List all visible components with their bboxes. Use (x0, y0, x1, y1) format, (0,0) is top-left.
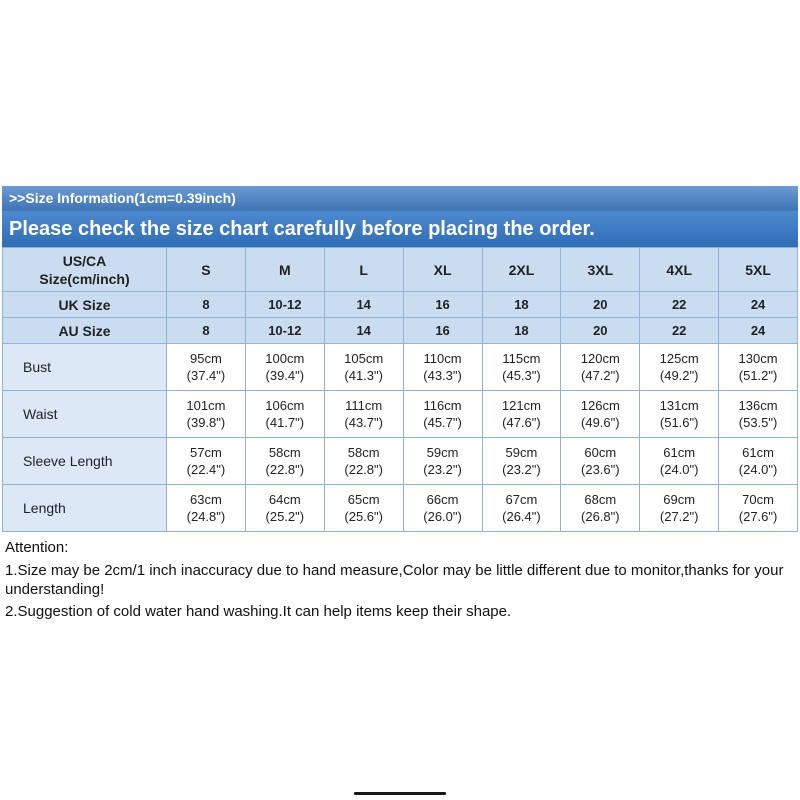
row-label: Sleeve Length (2, 437, 167, 485)
table-cell: 95cm (37.4") (166, 343, 246, 391)
table-cell: 24 (718, 291, 798, 318)
table-cell: 18 (481, 317, 562, 344)
size-info-header-bar: >>Size Information(1cm=0.39inch) (2, 186, 798, 211)
table-cell: 24 (718, 317, 798, 344)
table-cell: 65cm (25.6") (323, 484, 404, 532)
size-table-head: US/CA Size(cm/inch) S M L XL 2XL 3XL 4XL 5XL (2, 247, 798, 292)
size-column-header: 2XL (481, 247, 562, 292)
table-cell: 115cm (45.3") (481, 343, 562, 391)
table-cell: 105cm (41.3") (323, 343, 404, 391)
table-cell: 116cm (45.7") (402, 390, 483, 438)
attention-note-1: 1.Size may be 2cm/1 inch inaccuracy due … (5, 562, 784, 598)
size-table-body: UK Size 8 10-12 14 16 18 20 22 24 AU Size 8 10-12 14… (2, 291, 798, 532)
table-row: AU Size 8 10-12 14 16 18 20 22 24 (2, 317, 798, 344)
table-cell: 16 (402, 317, 483, 344)
table-cell: 59cm (23.2") (481, 437, 562, 485)
attention-note-2: 2.Suggestion of cold water hand washing.… (5, 603, 512, 620)
table-cell: 22 (639, 317, 720, 344)
table-cell: 10-12 (244, 291, 325, 318)
table-header-row: US/CA Size(cm/inch) S M L XL 2XL 3XL 4XL 5XL (2, 247, 798, 292)
table-cell: 120cm (47.2") (560, 343, 641, 391)
bottom-watermark-line (354, 792, 446, 795)
attention-heading: Attention: (5, 539, 69, 556)
table-cell: 20 (560, 317, 641, 344)
row-label: UK Size (2, 291, 167, 318)
table-cell: 67cm (26.4") (481, 484, 562, 532)
table-cell: 58cm (22.8") (244, 437, 325, 485)
table-cell: 68cm (26.8") (560, 484, 641, 532)
size-notice-text: Please check the size chart carefully be… (9, 218, 595, 240)
table-cell: 14 (323, 291, 404, 318)
table-cell: 106cm (41.7") (244, 390, 325, 438)
row-label: Length (2, 484, 167, 532)
table-cell: 66cm (26.0") (402, 484, 483, 532)
table-cell: 60cm (23.6") (560, 437, 641, 485)
table-cell: 61cm (24.0") (639, 437, 720, 485)
table-cell: 130cm (51.2") (718, 343, 798, 391)
size-column-header: 5XL (718, 247, 798, 292)
size-column-header: M (244, 247, 325, 292)
size-notice-bar: Please check the size chart carefully be… (2, 211, 798, 247)
row-label: Bust (2, 343, 167, 391)
table-row: UK Size 8 10-12 14 16 18 20 22 24 (2, 291, 798, 318)
table-corner-header: US/CA Size(cm/inch) (2, 247, 167, 292)
table-cell: 10-12 (244, 317, 325, 344)
size-column-header: 4XL (639, 247, 720, 292)
table-cell: 8 (166, 291, 246, 318)
size-info-title: >>Size Information(1cm=0.39inch) (9, 190, 236, 206)
table-cell: 111cm (43.7") (323, 390, 404, 438)
table-cell: 64cm (25.2") (244, 484, 325, 532)
table-cell: 131cm (51.6") (639, 390, 720, 438)
table-cell: 22 (639, 291, 720, 318)
table-cell: 110cm (43.3") (402, 343, 483, 391)
table-cell: 63cm (24.8") (166, 484, 246, 532)
row-label: AU Size (2, 317, 167, 344)
table-row: Sleeve Length 57cm (22.4") 58cm (22.8") 58cm(… (2, 437, 798, 485)
size-column-header: L (323, 247, 404, 292)
table-cell: 57cm (22.4") (166, 437, 246, 485)
table-cell: 18 (481, 291, 562, 318)
attention-section: Attention: 1.Size may be 2cm/1 inch inac… (2, 532, 798, 621)
table-cell: 125cm (49.2") (639, 343, 720, 391)
table-cell: 61cm (24.0") (718, 437, 798, 485)
table-cell: 58cm (22.8") (323, 437, 404, 485)
size-chart-content: >>Size Information(1cm=0.39inch) Please … (2, 186, 798, 624)
table-cell: 16 (402, 291, 483, 318)
table-cell: 69cm (27.2") (639, 484, 720, 532)
table-cell: 8 (166, 317, 246, 344)
table-cell: 59cm (23.2") (402, 437, 483, 485)
table-cell: 100cm (39.4") (244, 343, 325, 391)
size-table: US/CA Size(cm/inch) S M L XL 2XL 3XL 4XL 5XL UK … (2, 247, 798, 532)
table-cell: 121cm (47.6") (481, 390, 562, 438)
table-cell: 20 (560, 291, 641, 318)
table-row: Bust 95cm (37.4") 100cm (39.4") 105cm (41.3") 1… (2, 343, 798, 391)
table-cell: 126cm (49.6") (560, 390, 641, 438)
size-column-header: XL (402, 247, 483, 292)
table-row: Waist 101cm (39.8") 106cm (41.7") 111cm (43.7"… (2, 390, 798, 438)
size-column-header: S (166, 247, 246, 292)
table-row: Length 63cm (24.8") 64cm (25.2") 65cm (25.6") 6… (2, 484, 798, 532)
size-column-header: 3XL (560, 247, 641, 292)
table-cell: 70cm (27.6") (718, 484, 798, 532)
table-cell: 101cm (39.8") (166, 390, 246, 438)
row-label: Waist (2, 390, 167, 438)
table-cell: 14 (323, 317, 404, 344)
table-cell: 136cm (53.5") (718, 390, 798, 438)
